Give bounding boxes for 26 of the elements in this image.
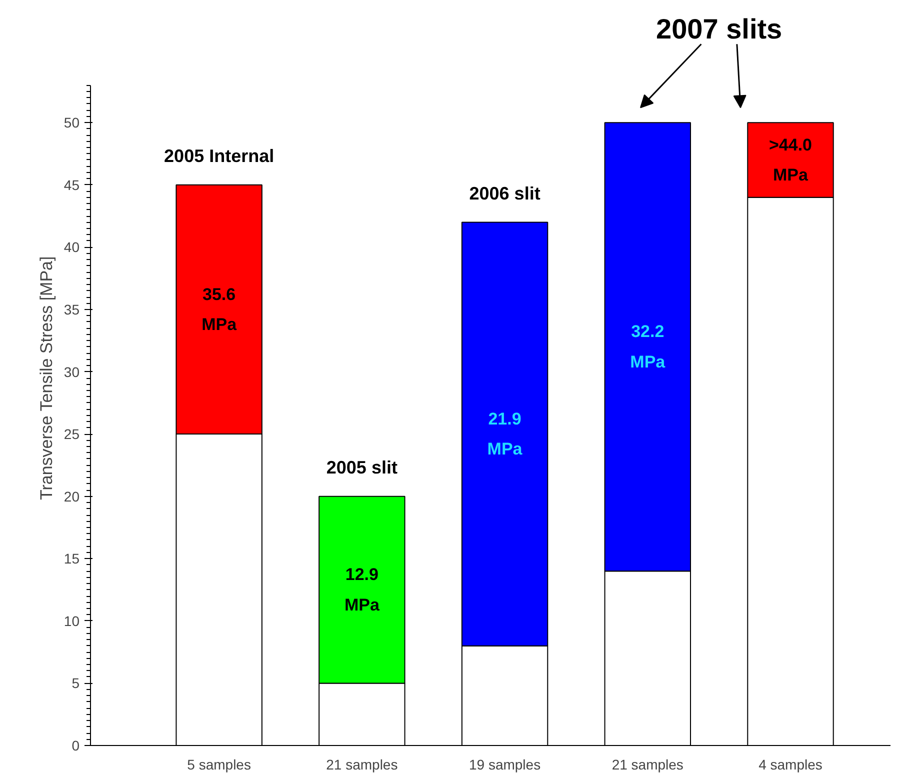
y-tick-label: 25 [64,426,80,442]
y-tick-label: 0 [72,738,80,754]
y-tick-label: 35 [64,301,80,318]
annotation: 21.9 MPa [487,409,523,459]
x-tick-label: 21 samples [326,756,398,772]
x-tick-label: 19 samples [468,756,541,772]
y-tick-label: 30 [64,364,80,380]
x-tick-label: 5 samples [187,756,251,772]
y-tick-label: 10 [64,612,80,629]
annotation: 12.9 MPa [344,565,380,614]
x-tick-label: 21 samples [612,756,684,772]
x-tick-label: 4 samples [758,756,822,772]
annotation: 35.6 MPa [202,284,238,334]
annotation: 2005 Internal [164,146,274,166]
annotation: 2005 slit [326,458,398,478]
text: 2007 slits [656,14,782,45]
annotation: 2006 slit [469,184,540,204]
annotation: >44.0 MPa [768,135,812,185]
y-tick-label: 45 [64,176,80,193]
y-axis-title: Transverse Tensile Stress [MPa] [36,256,56,500]
y-tick-label: 40 [64,239,80,256]
y-tick-label: 50 [64,114,80,131]
annotation: 32.2 MPa [630,322,666,372]
y-tick-label: 15 [64,550,80,567]
y-tick-label: 20 [64,488,80,504]
y-tick-label: 5 [72,675,80,692]
